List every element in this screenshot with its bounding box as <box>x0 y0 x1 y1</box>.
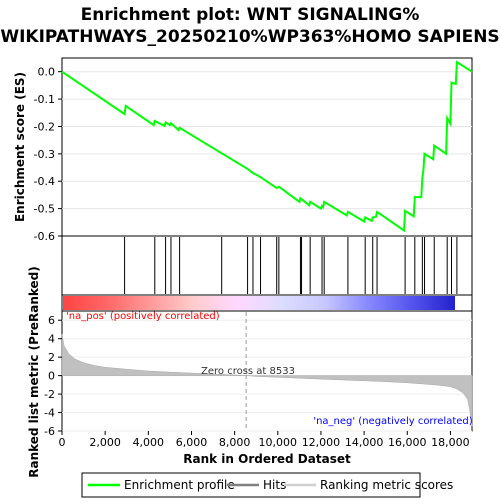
metric-y-ticks: 6 4 2 0 -2 -4 -6 <box>44 314 62 438</box>
chart-title-line-1: Enrichment plot: WNT SIGNALING% <box>81 5 420 25</box>
legend-item-profile: Enrichment profile <box>88 478 235 492</box>
metric-y-axis-title: Ranked list metric (PreRanked) <box>27 266 41 478</box>
legend-label-hits: Hits <box>263 478 286 492</box>
x-tick-label: 8,000 <box>219 436 251 449</box>
legend-item-ranking: Ranking metric scores <box>284 478 453 492</box>
legend-item-hits: Hits <box>227 478 286 492</box>
pos-correlated-label: 'na_pos' (positively correlated) <box>66 311 220 322</box>
metric-y-tick-label: -6 <box>44 425 55 438</box>
x-tick-label: 12,000 <box>302 436 341 449</box>
rank-colorbar <box>63 296 455 310</box>
hits-panel <box>61 235 473 296</box>
enrichment-profile-line <box>61 60 473 233</box>
x-tick-label: 6,000 <box>176 436 208 449</box>
x-tick-label: 14,000 <box>345 436 384 449</box>
metric-y-tick-label: -4 <box>44 407 55 420</box>
hit-marks <box>124 237 458 294</box>
es-y-axis-title: Enrichment score (ES) <box>13 72 27 222</box>
es-y-tick-label: -0.1 <box>34 93 55 106</box>
zero-cross-label: Zero cross at 8533 <box>201 366 295 377</box>
metric-y-tick-label: 4 <box>48 333 55 346</box>
metric-y-tick-label: 0 <box>48 370 55 383</box>
x-axis-title: Rank in Ordered Dataset <box>183 452 351 466</box>
legend-label-ranking: Ranking metric scores <box>320 478 453 492</box>
es-y-tick-label: -0.6 <box>34 230 55 243</box>
es-y-tick-label: 0.0 <box>38 66 56 79</box>
x-tick-label: 18,000 <box>431 436 470 449</box>
x-tick-label: 2,000 <box>89 436 121 449</box>
metric-y-tick-label: -2 <box>44 388 55 401</box>
x-tick-label: 4,000 <box>133 436 165 449</box>
metric-y-tick-label: 6 <box>48 314 55 327</box>
es-y-tick-label: -0.5 <box>34 203 55 216</box>
es-y-tick-label: -0.2 <box>34 120 55 133</box>
metric-y-tick-label: 2 <box>48 351 55 364</box>
neg-correlated-label: 'na_neg' (negatively correlated) <box>313 416 472 427</box>
colorbar-fill <box>63 296 455 310</box>
x-tick-label: 10,000 <box>259 436 298 449</box>
ranked-metric-area <box>61 334 473 427</box>
es-y-tick-label: -0.4 <box>34 175 55 188</box>
es-y-ticks: 0.0 -0.1 -0.2 -0.3 -0.4 -0.5 -0.6 <box>34 66 62 243</box>
chart-title-line-2: WIKIPATHWAYS_20250210%WP363%HOMO SAPIENS <box>0 27 499 47</box>
metric-x-ticks: 0 2,000 4,000 6,000 8,000 10,000 12,000 14,000 1… <box>59 431 470 449</box>
legend-label-profile: Enrichment profile <box>124 478 235 492</box>
x-tick-label: 16,000 <box>388 436 427 449</box>
es-panel <box>61 57 473 237</box>
es-y-tick-label: -0.3 <box>34 148 55 161</box>
x-tick-label: 0 <box>59 436 66 449</box>
